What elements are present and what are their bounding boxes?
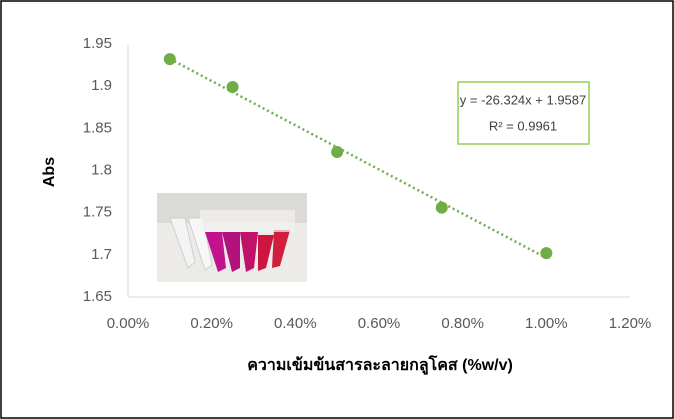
equation: y = -26.324x + 1.9587 [460, 92, 586, 107]
x-tick-label: 1.20% [609, 315, 652, 332]
y-axis-title: Abs [41, 157, 58, 187]
y-tick-label: 1.85 [83, 119, 112, 136]
y-tick-label: 1.75 [83, 204, 112, 221]
x-tick-label: 0.80% [441, 315, 484, 332]
y-tick-label: 1.95 [83, 35, 112, 52]
x-tick-label: 0.60% [358, 315, 401, 332]
data-point [540, 247, 553, 260]
data-point [163, 53, 176, 66]
x-tick-label: 0.40% [274, 315, 317, 332]
y-tick-label: 1.65 [83, 288, 112, 305]
data-point [226, 81, 239, 94]
x-axis-title: ความเข้มข้นสารละลายกลูโคส (%w/v) [247, 354, 513, 376]
tube-photo [157, 193, 307, 282]
x-tick-label: 0.00% [107, 315, 150, 332]
y-tick-label: 1.8 [91, 161, 112, 178]
data-point [331, 145, 344, 158]
x-tick-label: 0.20% [190, 315, 233, 332]
equation-box [457, 81, 590, 145]
y-tick-label: 1.9 [91, 77, 112, 94]
y-tick-label: 1.7 [91, 246, 112, 263]
data-point [435, 201, 448, 214]
x-tick-label: 1.00% [525, 315, 568, 332]
r-squared: R² = 0.9961 [489, 118, 557, 133]
